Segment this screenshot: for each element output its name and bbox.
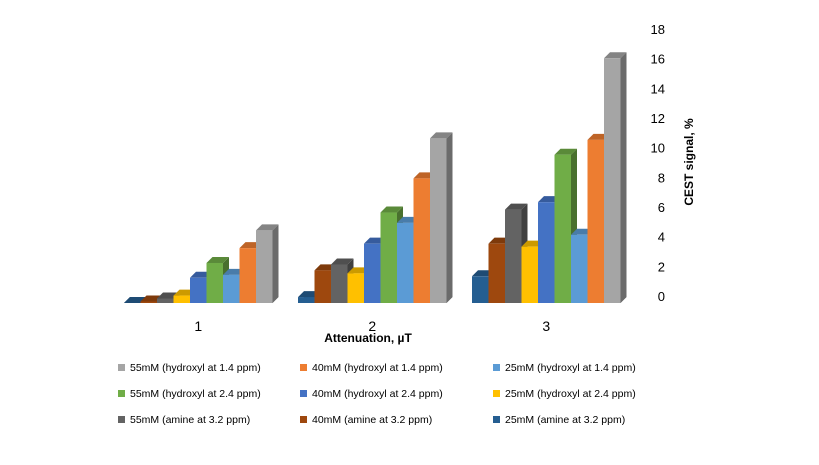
bar-top <box>256 224 279 231</box>
legend-item: 25mM (hydroxyl at 2.4 ppm) <box>493 388 636 400</box>
legend-label: 40mM (amine at 3.2 ppm) <box>312 414 432 426</box>
bar-front <box>488 243 505 303</box>
y-axis-ticks: 0 2 4 6 8 10 12 14 16 18 <box>651 22 665 304</box>
bar-front <box>538 202 555 303</box>
bar-front <box>206 262 223 303</box>
bar-front <box>314 270 331 303</box>
bar-top <box>505 203 528 210</box>
x-tick-label: 3 <box>542 318 550 334</box>
bar-top <box>430 132 453 139</box>
legend-item: 40mM (hydroxyl at 1.4 ppm) <box>300 362 443 374</box>
legend-item: 55mM (hydroxyl at 2.4 ppm) <box>118 388 261 400</box>
legend: 55mM (hydroxyl at 1.4 ppm) 40mM (hydroxyl… <box>118 362 636 426</box>
bar-front <box>397 222 414 303</box>
legend-item: 25mM (hydroxyl at 1.4 ppm) <box>493 362 636 374</box>
legend-item: 40mM (hydroxyl at 2.4 ppm) <box>300 388 443 400</box>
legend-label: 40mM (hydroxyl at 1.4 ppm) <box>312 362 443 374</box>
bar-front <box>347 273 364 303</box>
legend-item: 25mM (amine at 3.2 ppm) <box>493 414 625 426</box>
y-axis-title: CEST signal, % <box>682 118 696 206</box>
bar-front <box>604 58 621 304</box>
y-tick-label: 18 <box>651 22 665 37</box>
legend-swatch <box>493 390 500 397</box>
bar-top <box>554 148 577 155</box>
x-tick-label: 1 <box>194 318 202 334</box>
legend-swatch <box>300 390 307 397</box>
legend-swatch <box>300 416 307 423</box>
bar-front <box>430 138 447 303</box>
bar-front <box>571 234 588 303</box>
legend-swatch <box>493 364 500 371</box>
legend-item: 55mM (amine at 3.2 ppm) <box>118 414 250 426</box>
legend-label: 55mM (amine at 3.2 ppm) <box>130 414 250 426</box>
legend-swatch <box>300 364 307 371</box>
legend-swatch <box>493 416 500 423</box>
bar-top <box>206 256 229 263</box>
y-tick-label: 16 <box>651 52 665 67</box>
bar-top <box>380 206 403 213</box>
legend-label: 25mM (hydroxyl at 2.4 ppm) <box>505 388 636 400</box>
y-tick-label: 8 <box>658 170 665 185</box>
bar-front <box>239 248 256 303</box>
y-tick-label: 0 <box>658 289 665 304</box>
bar-top <box>604 52 627 59</box>
bars-layer <box>124 52 627 304</box>
bar-front <box>554 154 571 303</box>
legend-label: 55mM (hydroxyl at 2.4 ppm) <box>130 388 261 400</box>
bar-side <box>446 132 453 303</box>
y-tick-label: 4 <box>658 230 665 245</box>
y-tick-label: 2 <box>658 259 665 274</box>
bar-front <box>190 277 207 303</box>
bar-front <box>157 298 174 303</box>
bar-front <box>331 264 348 303</box>
y-tick-label: 14 <box>651 81 665 96</box>
bar <box>256 224 279 303</box>
bar-front <box>223 274 240 303</box>
legend-swatch <box>118 390 125 397</box>
bar-front <box>413 178 430 303</box>
legend-label: 25mM (amine at 3.2 ppm) <box>505 414 625 426</box>
bar-front <box>364 243 381 303</box>
bar-front <box>298 297 315 303</box>
bar-front <box>256 230 273 303</box>
bar-front <box>587 139 604 303</box>
y-tick-label: 10 <box>651 141 665 156</box>
bar <box>430 132 453 303</box>
x-axis-ticks: 1 2 3 <box>194 318 550 334</box>
legend-swatch <box>118 364 125 371</box>
legend-item: 55mM (hydroxyl at 1.4 ppm) <box>118 362 261 374</box>
legend-label: 55mM (hydroxyl at 1.4 ppm) <box>130 362 261 374</box>
legend-item: 40mM (amine at 3.2 ppm) <box>300 414 432 426</box>
legend-swatch <box>118 416 125 423</box>
bar-front <box>173 295 190 303</box>
bar <box>604 52 627 304</box>
bar-front <box>380 212 397 303</box>
bar-side <box>620 52 627 304</box>
bar-top <box>331 258 354 265</box>
y-tick-label: 6 <box>658 200 665 215</box>
legend-label: 40mM (hydroxyl at 2.4 ppm) <box>312 388 443 400</box>
bar-front <box>140 301 157 303</box>
bar-front <box>521 246 538 303</box>
legend-label: 25mM (hydroxyl at 1.4 ppm) <box>505 362 636 374</box>
y-tick-label: 12 <box>651 111 665 126</box>
x-axis-title: Attenuation, µT <box>324 331 412 345</box>
x-tick-label: 2 <box>368 318 376 334</box>
bar-front <box>505 209 522 303</box>
bar-side <box>272 224 279 303</box>
bar-front <box>472 276 489 303</box>
